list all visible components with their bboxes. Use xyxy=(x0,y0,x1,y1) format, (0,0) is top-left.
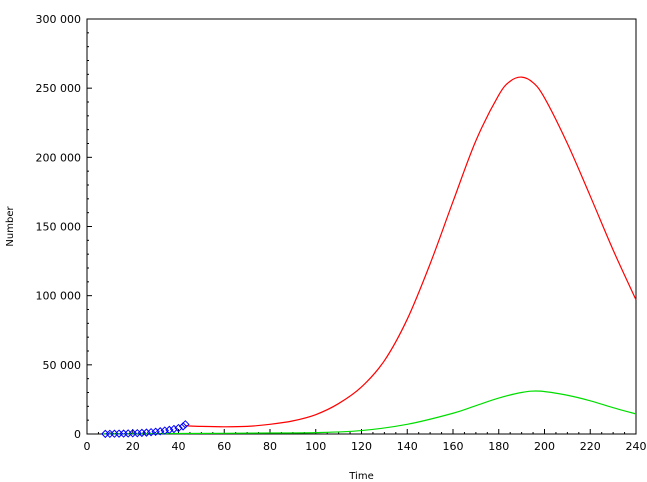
y-tick-label: 150 000 xyxy=(36,221,82,234)
data-point-diamond xyxy=(155,427,165,436)
plot-frame xyxy=(86,18,637,435)
x-tick-label: 200 xyxy=(534,440,555,453)
x-tick-label: 100 xyxy=(305,440,326,453)
x-tick-label: 60 xyxy=(217,440,231,453)
x-tick-label: 20 xyxy=(126,440,140,453)
x-tick-label: 180 xyxy=(488,440,509,453)
x-tick-label: 40 xyxy=(172,440,186,453)
series-line-1 xyxy=(103,390,637,435)
y-tick-label: 200 000 xyxy=(36,151,82,164)
data-point-diamond xyxy=(174,423,183,433)
x-tick-label: 220 xyxy=(580,440,601,453)
x-axis: 0 20 40 60 80 100 120 140 160 180 200 220 240 xyxy=(84,429,647,453)
data-point-diamond xyxy=(160,426,169,435)
y-tick-label: 0 xyxy=(74,428,81,441)
series-layer xyxy=(101,76,637,439)
x-axis-title: Time xyxy=(348,471,373,482)
plot-border xyxy=(86,18,637,435)
x-tick-label: 240 xyxy=(626,440,647,453)
x-tick-label: 120 xyxy=(351,440,372,453)
x-tick-label: 80 xyxy=(263,440,277,453)
y-axis-title: Number xyxy=(5,206,16,247)
data-point-diamond xyxy=(165,425,174,435)
y-axis: 0 50 000 100 000 150 000 200 000 250 000 300 0… xyxy=(36,13,92,441)
y-tick-label: 100 000 xyxy=(36,290,82,303)
y-tick-label: 300 000 xyxy=(36,13,82,26)
x-tick-label: 160 xyxy=(443,440,464,453)
data-point-diamond xyxy=(169,424,179,434)
data-point-diamond xyxy=(181,420,190,429)
x-tick-label: 0 xyxy=(84,440,91,453)
y-tick-label: 50 000 xyxy=(43,359,82,372)
series-line-0 xyxy=(185,76,637,428)
x-tick-label: 140 xyxy=(397,440,418,453)
data-point-diamond xyxy=(178,422,188,431)
y-tick-label: 250 000 xyxy=(36,82,82,95)
